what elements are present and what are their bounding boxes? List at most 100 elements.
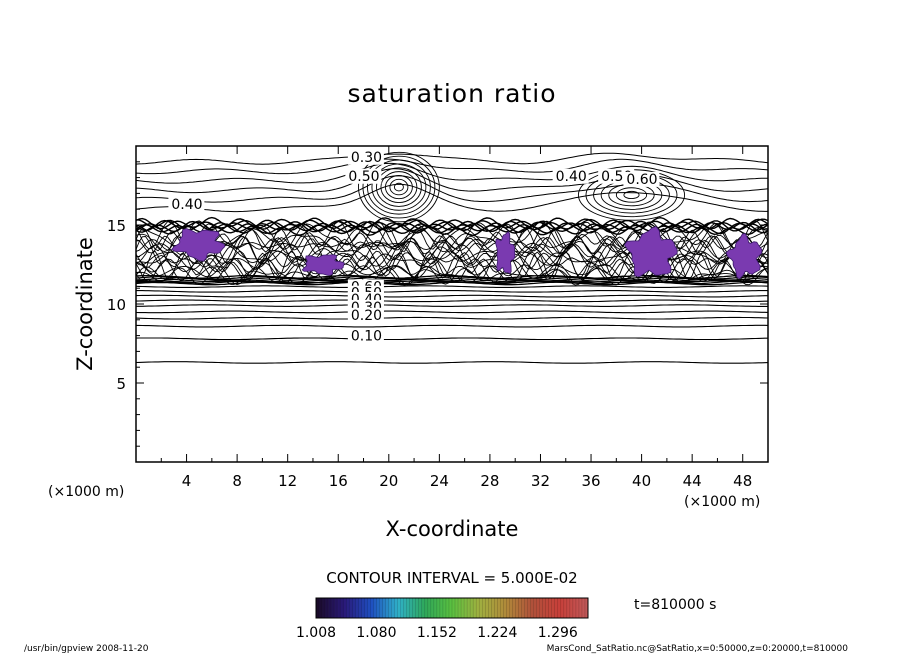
colorbar-segment [527, 598, 531, 618]
colorbar-segment [394, 598, 398, 618]
contour-line-mid [136, 265, 768, 286]
colorbar-segment [473, 598, 477, 618]
colorbar-segment [524, 598, 528, 618]
contour-line-mid [136, 235, 768, 265]
colorbar-segment [518, 598, 522, 618]
colorbar-segment [536, 598, 540, 618]
contour-label-bg [347, 307, 384, 323]
colorbar-segment [572, 598, 577, 618]
contour-dome-ring [393, 182, 404, 192]
colorbar-segment [509, 598, 513, 618]
contour-label-4: 0.60 [626, 172, 657, 188]
x-tick-label-1: 8 [232, 472, 242, 490]
contour-label-bg [347, 328, 384, 344]
contour-label-bg [347, 149, 384, 165]
contour-line-band-upper [136, 216, 768, 231]
contour-label-10: 0.20 [351, 308, 382, 324]
colorbar-segment [415, 598, 420, 618]
colorbar-segment [542, 598, 546, 618]
x-unit-label: (×1000 m) [684, 494, 760, 510]
x-tick-label-3: 16 [329, 472, 348, 490]
colorbar-segment [436, 598, 441, 618]
colorbar-segment [494, 598, 498, 618]
contour-line-lower [136, 337, 768, 341]
contour-label-bg [552, 168, 589, 184]
colorbar-segment [316, 598, 320, 618]
contour-labels: 0.300.500.400.500.600.400.600.500.400.30… [168, 149, 660, 344]
colorbar-segment [488, 598, 492, 618]
colorbar-segment [485, 598, 489, 618]
y-axis-label: Z-coordinate [73, 237, 97, 371]
chart-title: saturation ratio [347, 79, 556, 108]
colorbar-segment [575, 598, 580, 618]
contour-line-upper [136, 152, 768, 165]
x-axis-label: X-coordinate [386, 517, 519, 541]
colorbar-segment [349, 598, 353, 618]
x-tick-label-0: 4 [182, 472, 192, 490]
colorbar-segment [566, 598, 571, 618]
contour-line-upper [136, 175, 768, 203]
colorbar-segment [554, 598, 559, 618]
colorbar-segment [379, 598, 383, 618]
time-label: t=810000 s [634, 597, 716, 613]
x-tick-label-6: 28 [480, 472, 499, 490]
y-axis-ticks: 5 10 15 [107, 161, 768, 447]
colorbar-segment [391, 598, 395, 618]
contour-line-lower [136, 285, 768, 288]
colorbar-label-3: 1.224 [477, 625, 517, 641]
contour-line-lower [136, 290, 768, 293]
contour-interval-text: CONTOUR INTERVAL = 5.000E-02 [326, 569, 577, 587]
contour-line-mid [136, 250, 768, 281]
colorbar-labels: 1.008 1.080 1.152 1.224 1.296 [296, 625, 578, 641]
colorbar-segment [545, 598, 550, 618]
colorbar-segment [403, 598, 407, 618]
contour-dome-ring [615, 187, 648, 203]
contour-line-lower [136, 310, 768, 314]
colorbar-segment [358, 598, 362, 618]
colorbar-segment [424, 598, 429, 618]
colorbar-segment [331, 598, 335, 618]
supersaturated-region-1 [301, 254, 345, 276]
colorbar-label-4: 1.296 [538, 625, 578, 641]
colorbar-label-2: 1.152 [417, 625, 457, 641]
contour-label-2: 0.40 [556, 169, 587, 185]
colorbar-segment [521, 598, 525, 618]
colorbar-segment [445, 598, 450, 618]
colorbar-segment [433, 598, 438, 618]
x-tick-label-5: 24 [430, 472, 449, 490]
x-axis-ticks: 4 8 12 16 20 24 28 32 36 40 44 48 [160, 146, 752, 490]
colorbar-segment [337, 598, 341, 618]
contour-dome-ring [380, 171, 418, 203]
contour-label-11: 0.10 [351, 328, 382, 344]
plot-area: 0.300.500.400.500.600.400.600.500.400.30… [107, 145, 769, 490]
colorbar-segment [442, 598, 447, 618]
colorbar-segment [397, 598, 401, 618]
colorbar-segment [355, 598, 359, 618]
colorbar-segment [569, 598, 574, 618]
colorbar-segment [427, 598, 432, 618]
x-tick-label-2: 12 [278, 472, 297, 490]
x-tick-label-10: 44 [683, 472, 702, 490]
supersaturated-region-2 [495, 230, 516, 275]
colorbar-segment [448, 598, 453, 618]
colorbar-segment [421, 598, 426, 618]
contour-line-band-upper [136, 219, 768, 233]
colorbar-segment [482, 598, 486, 618]
colorbar-segment [470, 598, 474, 618]
colorbar-segment [361, 598, 365, 618]
contour-line-lower [136, 361, 768, 364]
colorbar-segment [557, 598, 562, 618]
colorbar-segment [530, 598, 534, 618]
contour-label-bg [168, 197, 205, 213]
contour-label-1: 0.50 [348, 169, 379, 185]
contour-dome-ring [362, 155, 436, 219]
colorbar-segment [503, 598, 507, 618]
colorbar-segment [346, 598, 350, 618]
colorbar-segment [458, 598, 462, 618]
colorbar-segment [409, 598, 414, 618]
colorbar-segment [491, 598, 495, 618]
colorbar-segment [455, 598, 459, 618]
supersaturated-regions [170, 226, 763, 280]
contour-line-upper [136, 162, 768, 184]
